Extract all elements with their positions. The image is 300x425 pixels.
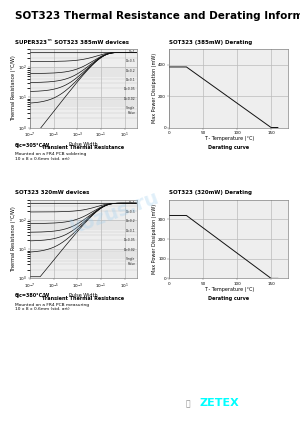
Text: Transient Thermal Resistance: Transient Thermal Resistance <box>42 145 124 150</box>
Text: Transient Thermal Resistance: Transient Thermal Resistance <box>42 296 124 300</box>
Text: D=0.1: D=0.1 <box>126 229 135 233</box>
Text: Derating curve: Derating curve <box>208 296 249 300</box>
Text: Mounted on a FR4 PCB measuring
10 x 8 x 0.6mm (std. art): Mounted on a FR4 PCB measuring 10 x 8 x … <box>15 303 89 311</box>
Y-axis label: Thermal Resistance (°C/W): Thermal Resistance (°C/W) <box>11 55 16 121</box>
Text: Mounted on a FR4 PCB soldering
10 x 8 x 0.6mm (std. art): Mounted on a FR4 PCB soldering 10 x 8 x … <box>15 152 86 161</box>
Text: kozus.ru: kozus.ru <box>67 187 161 238</box>
Y-axis label: Max Power Dissipation (mW): Max Power Dissipation (mW) <box>152 204 157 274</box>
Text: Single
Pulse: Single Pulse <box>126 257 135 266</box>
Text: SOT323 (320mW) Derating: SOT323 (320mW) Derating <box>169 190 253 195</box>
Text: D=0.5: D=0.5 <box>126 210 135 214</box>
Text: ZETEX: ZETEX <box>200 398 239 408</box>
Y-axis label: Max Power Dissipation (mW): Max Power Dissipation (mW) <box>152 53 157 123</box>
X-axis label: T - Temperature (°C): T - Temperature (°C) <box>204 136 254 142</box>
Y-axis label: Thermal Resistance (°C/W): Thermal Resistance (°C/W) <box>11 206 16 272</box>
Text: D=0.1: D=0.1 <box>126 78 135 82</box>
X-axis label: Pulse Width: Pulse Width <box>69 142 98 147</box>
X-axis label: T - Temperature (°C): T - Temperature (°C) <box>204 287 254 292</box>
Text: D=0.02: D=0.02 <box>124 248 135 252</box>
Text: D=1: D=1 <box>129 50 135 54</box>
Text: θjc=380°C/W: θjc=380°C/W <box>15 293 50 298</box>
Text: SUPER323™ SOT323 385mW devices: SUPER323™ SOT323 385mW devices <box>15 40 129 45</box>
Text: D=0.2: D=0.2 <box>126 219 135 224</box>
Text: θjc=305°C/W: θjc=305°C/W <box>15 143 50 148</box>
Text: SOT323 (385mW) Derating: SOT323 (385mW) Derating <box>169 40 253 45</box>
Text: Single
Pulse: Single Pulse <box>126 106 135 115</box>
X-axis label: Pulse Width: Pulse Width <box>69 292 98 298</box>
Text: SOT323 320mW devices: SOT323 320mW devices <box>15 190 89 195</box>
Text: Derating curve: Derating curve <box>208 145 249 150</box>
Text: D=0.5: D=0.5 <box>126 59 135 63</box>
Text: D=1: D=1 <box>129 201 135 204</box>
Text: Ⓡ: Ⓡ <box>186 399 190 408</box>
Text: SOT323 Thermal Resistance and Derating Information: SOT323 Thermal Resistance and Derating I… <box>15 11 300 21</box>
Text: D=0.2: D=0.2 <box>126 68 135 73</box>
Text: D=0.02: D=0.02 <box>124 97 135 101</box>
Text: D=0.05: D=0.05 <box>124 88 135 91</box>
Text: D=0.05: D=0.05 <box>124 238 135 242</box>
